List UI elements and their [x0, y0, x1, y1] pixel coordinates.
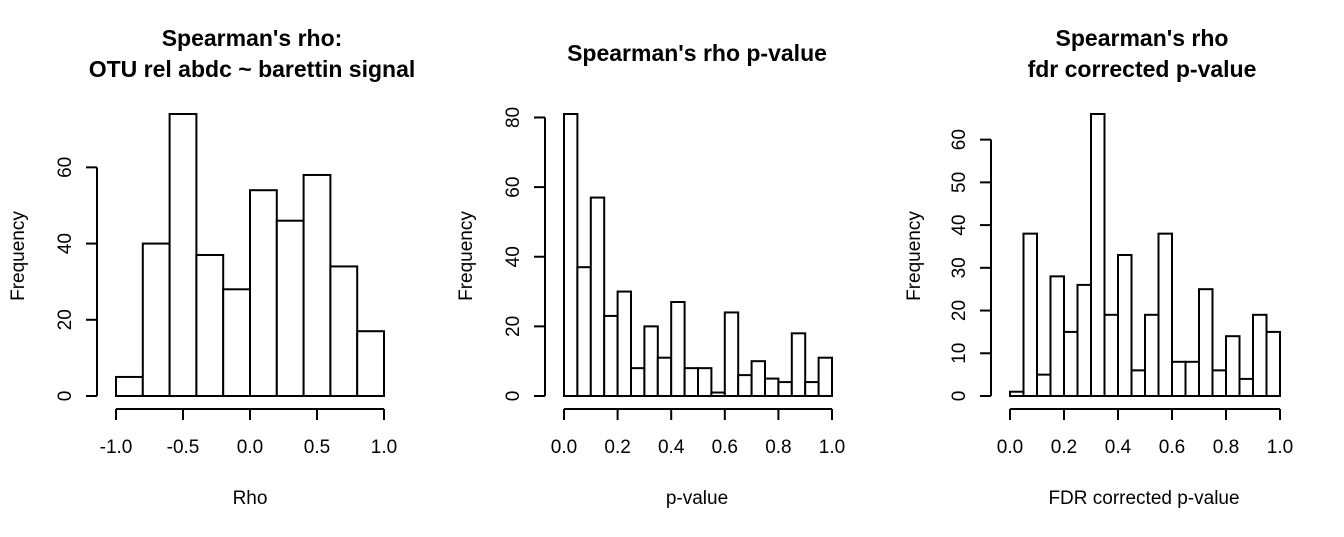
histogram-bar [616, 290, 632, 397]
y-tick-label: 20 [503, 316, 524, 337]
histogram-bar [656, 356, 673, 397]
histogram-bar [777, 381, 793, 397]
x-tick-label: 0.6 [712, 437, 738, 458]
histogram-bar [329, 265, 359, 397]
x-tick-label: 0.0 [551, 437, 577, 458]
histogram-bar [1198, 288, 1214, 398]
y-tick-label: 0 [55, 391, 76, 402]
y-axis-label: Frequency [904, 211, 925, 301]
x-tick-label: 0.6 [1159, 437, 1185, 458]
histogram-bar [817, 356, 833, 397]
histogram-bar [168, 113, 198, 397]
histogram-bar [710, 391, 726, 398]
histogram-bar [697, 367, 713, 398]
histogram-bar [670, 301, 686, 397]
histogram-bar [1238, 377, 1254, 397]
histogram-bar [750, 360, 766, 397]
y-tick-label: 40 [55, 233, 76, 254]
y-tick-label: 60 [503, 177, 524, 198]
x-tick-label: 0.4 [658, 437, 685, 458]
y-tick-label: 10 [949, 343, 970, 364]
y-tick-label: 60 [949, 129, 970, 150]
histogram-bar [1076, 283, 1092, 397]
y-tick-label: 0 [949, 391, 970, 402]
histogram-bar [790, 332, 807, 398]
histogram-bar [1103, 313, 1119, 397]
fdr-pvalue-histogram-panel: Spearman's rho fdr corrected p-value 0.0 0.… [904, 25, 1293, 509]
y-axis-label: Frequency [456, 211, 477, 301]
y-tick-label: 30 [949, 257, 970, 278]
y-tick-label: 50 [949, 172, 970, 193]
chart-title-line: Spearman's rho p-value [567, 40, 827, 66]
x-tick-label: 1.0 [819, 437, 845, 458]
histogram-bar [1225, 335, 1241, 398]
x-tick-label: 0.8 [765, 437, 791, 458]
histogram-bar [275, 219, 305, 397]
histogram-bar [563, 113, 579, 397]
y-tick-label: 60 [55, 157, 76, 178]
histogram-bar [764, 377, 780, 397]
x-tick-label: 0.0 [997, 437, 1023, 458]
histogram-bar [1063, 330, 1079, 397]
chart-title-line: OTU rel abdc ~ barettin signal [89, 56, 416, 82]
x-tick-label: -0.5 [167, 437, 200, 458]
histogram-bar [1022, 232, 1038, 397]
y-tick-label: 40 [949, 215, 970, 236]
histogram-bar [603, 314, 619, 398]
x-tick-label: 0.2 [1051, 437, 1077, 458]
x-tick-label: 0.0 [237, 437, 263, 458]
histogram-bar [356, 330, 386, 397]
histogram-bar [683, 367, 699, 398]
histogram-bar [249, 189, 278, 397]
histogram-bar [195, 254, 225, 397]
histogram-bar [1036, 373, 1052, 397]
x-tick-label: 0.4 [1105, 437, 1132, 458]
y-axis-label: Frequency [8, 211, 29, 301]
y-tick-label: 20 [55, 309, 76, 330]
histogram-bar [1252, 313, 1268, 397]
histogram-bar [1130, 369, 1146, 398]
histogram-bar [1171, 360, 1187, 397]
histogram-bar [1157, 232, 1173, 397]
histogram-bar [630, 367, 646, 398]
histogram-bar [1184, 360, 1200, 397]
chart-title-line: fdr corrected p-value [1028, 56, 1257, 82]
histogram-bar [1009, 390, 1025, 397]
histogram-bar [1144, 313, 1160, 397]
x-axis-label: Rho [233, 488, 268, 509]
y-tick-label: 40 [503, 246, 524, 267]
chart-title-line: Spearman's rho [1056, 25, 1229, 51]
x-tick-label: 0.5 [304, 437, 330, 458]
histogram-bar [115, 375, 144, 398]
histogram-bar [141, 242, 171, 397]
x-tick-label: 1.0 [1267, 437, 1293, 458]
x-axis-label: FDR corrected p-value [1048, 488, 1239, 509]
pvalue-histogram-panel: Spearman's rho p-value 0.0 0.2 0.4 0.6 0.8 1.0… [456, 40, 845, 509]
histogram-bar [643, 325, 659, 397]
x-tick-label: 0.2 [604, 437, 630, 458]
x-axis-label: p-value [666, 488, 728, 509]
rho-histogram-panel: Spearman's rho: OTU rel abdc ~ barettin s… [8, 25, 415, 509]
histogram-bar [1049, 275, 1065, 398]
y-tick-label: 0 [503, 391, 524, 402]
x-tick-label: 0.8 [1213, 437, 1239, 458]
histogram-bar [1265, 330, 1281, 397]
histogram-bar [1090, 113, 1106, 397]
x-tick-label: -1.0 [100, 437, 133, 458]
histogram-bar [737, 374, 753, 398]
histogram-bar [1117, 254, 1133, 397]
histogram-bar [804, 381, 820, 397]
y-tick-label: 20 [949, 300, 970, 321]
histogram-bar [723, 311, 740, 398]
histogram-bar [222, 288, 251, 398]
histogram-bar [576, 266, 592, 397]
histogram-bar [1211, 369, 1227, 398]
histogram-bar [589, 196, 606, 397]
histogram-bar [302, 173, 332, 397]
y-tick-label: 80 [503, 107, 524, 128]
chart-title-line: Spearman's rho: [162, 25, 343, 51]
x-tick-label: 1.0 [371, 437, 397, 458]
